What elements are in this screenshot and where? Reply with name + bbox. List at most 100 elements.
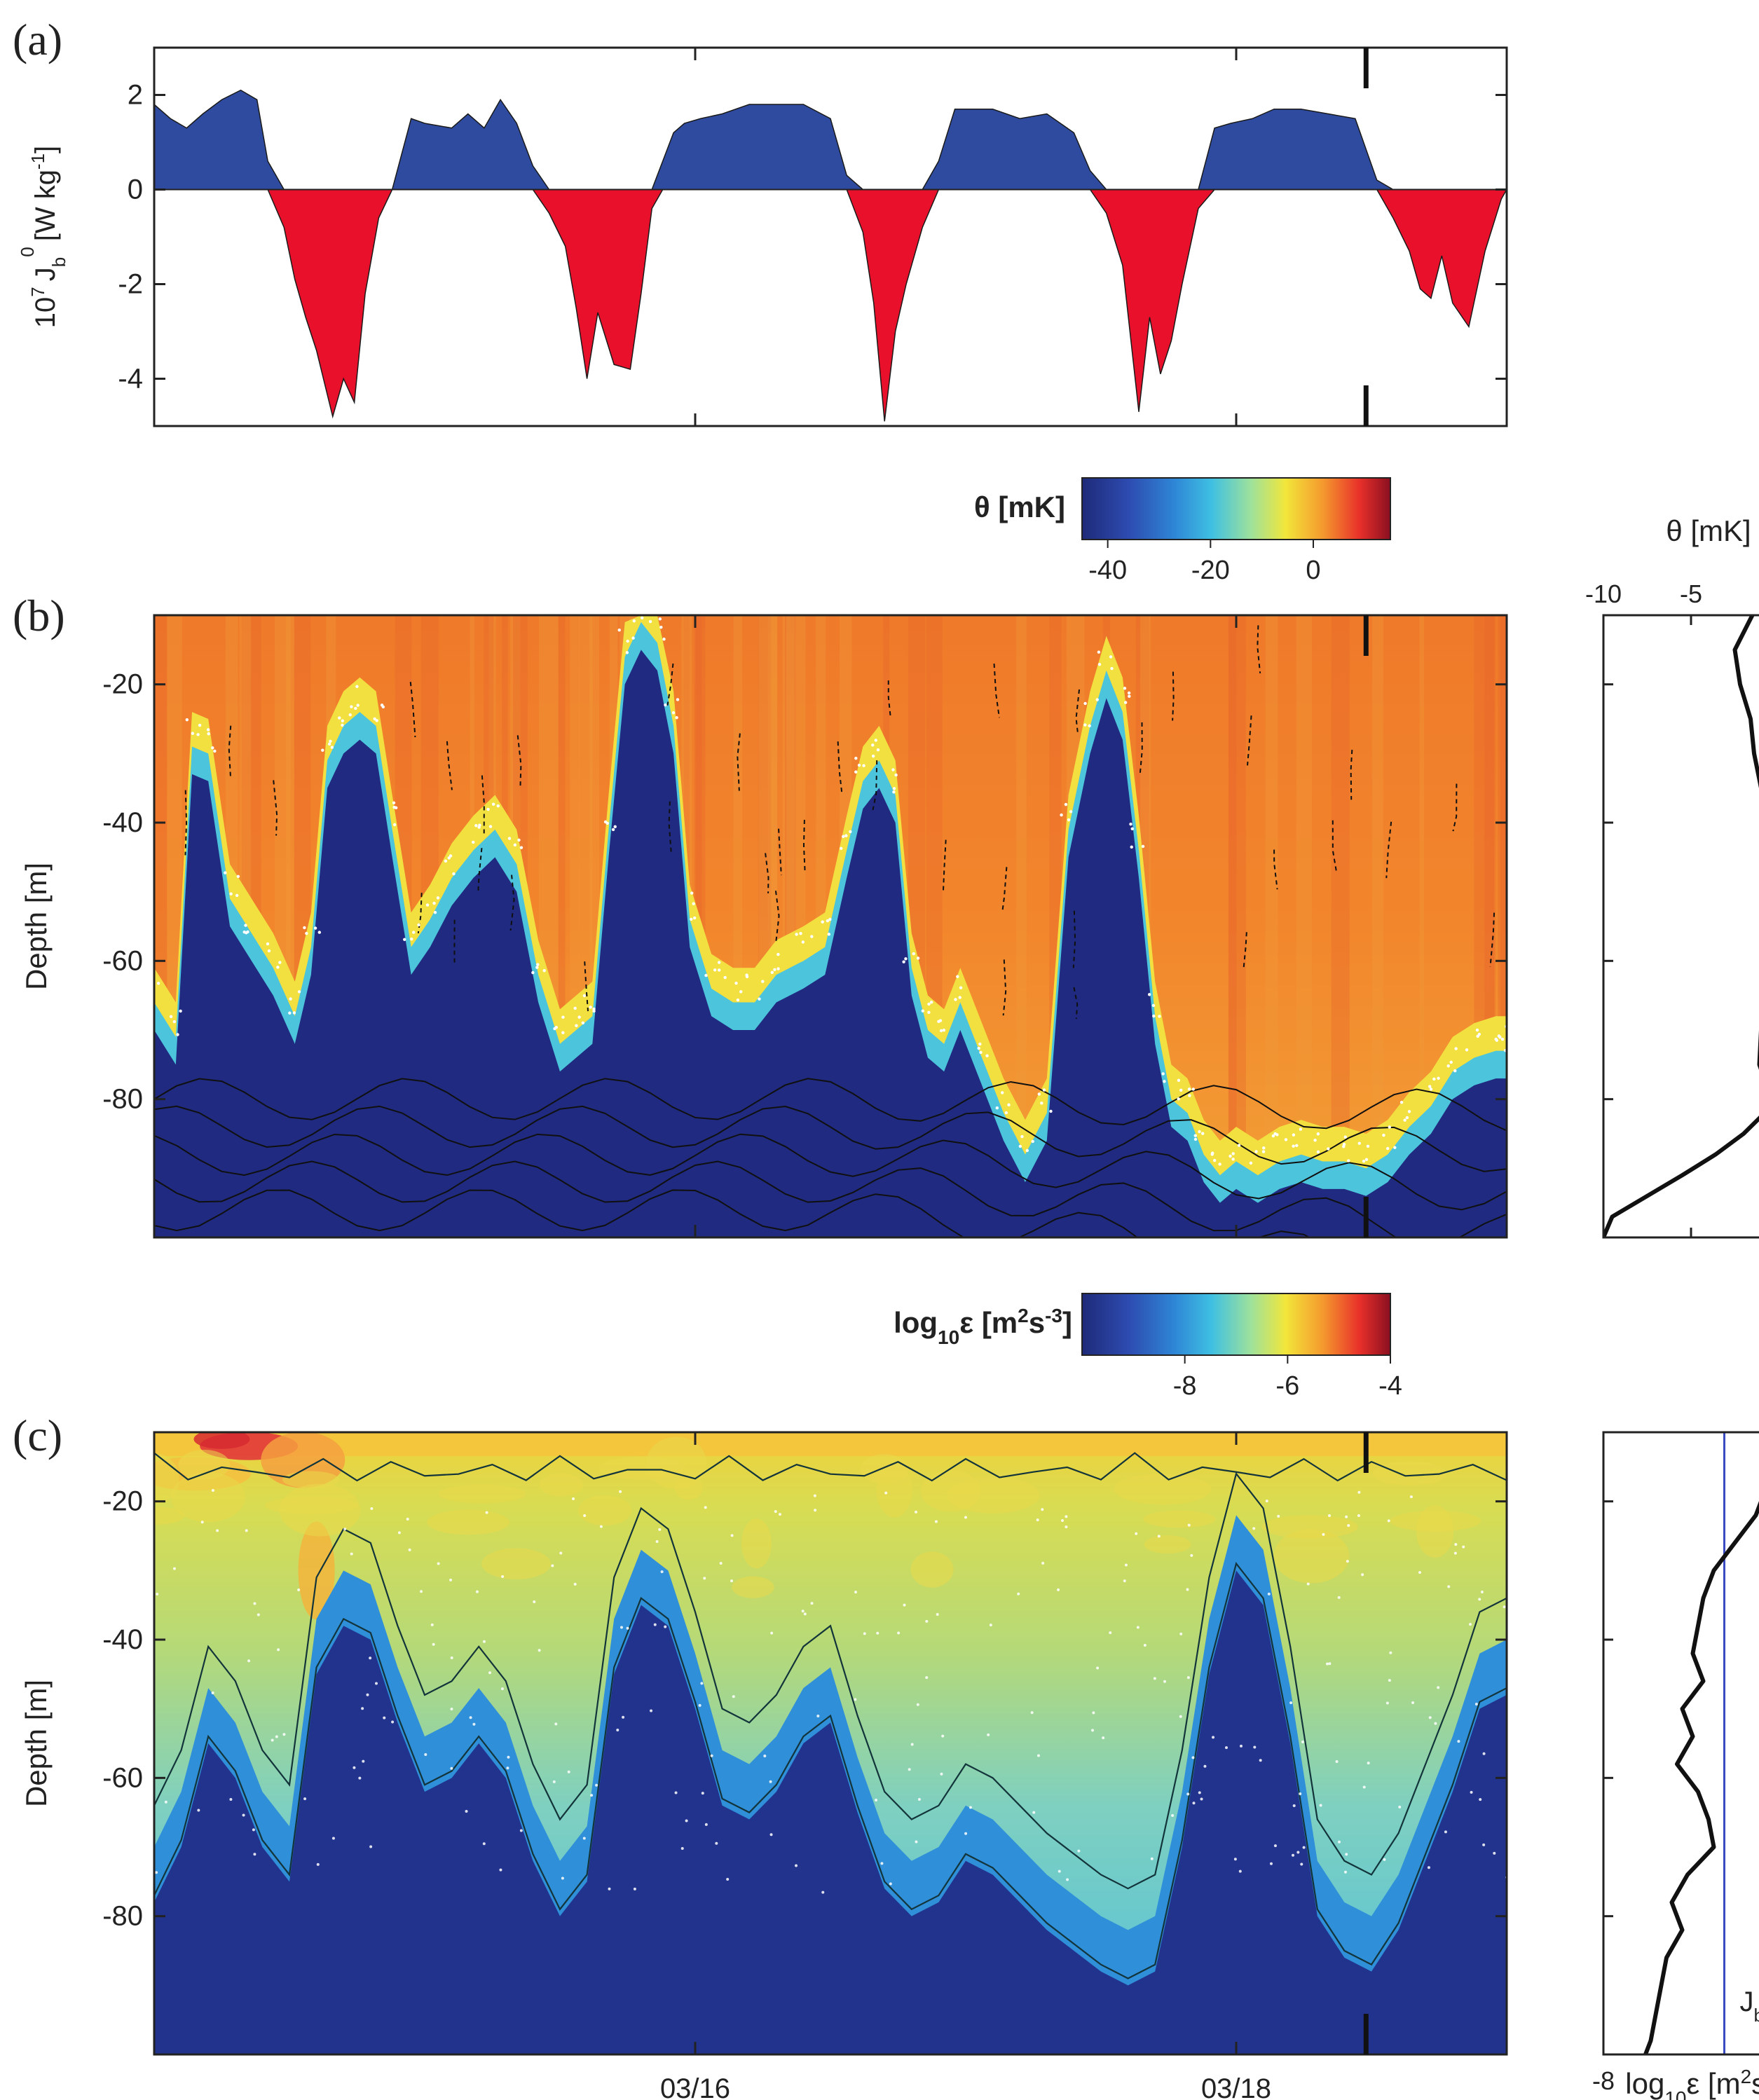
theta-dot — [472, 840, 475, 844]
theta-dot — [1500, 1038, 1505, 1041]
theta-dot — [589, 1006, 592, 1009]
panel-c-label: (c) — [13, 1411, 62, 1460]
theta-dot — [185, 718, 189, 722]
epsilon-dot — [561, 1876, 564, 1880]
epsilon-dot — [700, 1682, 704, 1685]
theta-dot — [196, 733, 200, 736]
theta-dot — [892, 787, 896, 790]
theta-dot — [1188, 1094, 1191, 1097]
theta-dot — [1364, 1158, 1369, 1162]
theta-dot — [1127, 691, 1131, 695]
epsilon-dot — [1041, 1561, 1045, 1565]
epsilon-dot — [275, 1735, 278, 1738]
theta-dot — [211, 746, 214, 750]
epsilon-dot — [501, 1574, 505, 1578]
theta-dot — [1179, 1088, 1183, 1092]
theta-dot — [592, 1007, 596, 1011]
epsilon-dot — [424, 1753, 427, 1757]
theta-dot — [317, 931, 322, 934]
epsilon-profile-panel: Jb0 -8-6 log10ε [m2s-3] — [1592, 1431, 1759, 2100]
theta-dot — [1299, 1127, 1303, 1131]
epsilon-dot — [1444, 1830, 1447, 1834]
epsilon-dot — [1017, 1592, 1020, 1595]
epsilon-dot — [366, 1693, 369, 1696]
theta-small-contour — [1073, 987, 1079, 1020]
epsilon-dot — [1322, 1532, 1325, 1536]
colorbar-tick-label: -6 — [1275, 1371, 1299, 1401]
epsilon-dot — [719, 1561, 723, 1565]
theta-small-contour — [993, 664, 1000, 718]
epsilon-dot — [1224, 1746, 1228, 1750]
epsilon-patch — [732, 1576, 774, 1598]
theta-dot — [1177, 1097, 1180, 1101]
theta-dot — [1403, 1118, 1406, 1122]
theta-dot — [745, 975, 749, 979]
theta-dot — [1316, 1150, 1320, 1154]
theta-dot — [380, 704, 384, 707]
theta-colorbar-ticks: -40 -20 0 — [1088, 540, 1321, 585]
y-tick-label: -80 — [102, 1901, 143, 1932]
epsilon-dot — [200, 1521, 204, 1524]
theta-dot — [531, 970, 535, 975]
epsilon-dot — [1306, 1582, 1310, 1586]
theta-dot — [313, 926, 317, 930]
epsilon-dot — [582, 1837, 586, 1840]
epsilon-dot — [1171, 1813, 1175, 1817]
theta-dot — [341, 719, 344, 722]
theta-dot — [432, 901, 436, 905]
epsilon-contour-line — [154, 1471, 1507, 1890]
epsilon-dot — [506, 1766, 509, 1770]
epsilon-dot — [1493, 1851, 1496, 1855]
epsilon-dot — [331, 1837, 335, 1840]
epsilon-dot — [1361, 1573, 1364, 1577]
theta-small-contour — [417, 893, 423, 934]
epsilon-dot — [730, 1534, 734, 1537]
theta-small-contour — [228, 725, 232, 778]
epsilon-profile-ticks: -8-6 — [1592, 1500, 1615, 2095]
epsilon-dot — [863, 1632, 866, 1635]
theta-dot — [1237, 1144, 1241, 1147]
theta-dot — [517, 838, 521, 842]
theta-dot — [449, 854, 453, 858]
theta-dot — [717, 961, 721, 964]
theta-dot — [713, 968, 717, 972]
epsilon-dot — [854, 1698, 857, 1701]
epsilon-dot — [1135, 1532, 1138, 1535]
epsilon-dot — [989, 1624, 992, 1627]
theta-dot — [1513, 1048, 1516, 1050]
theta-dot — [444, 859, 448, 863]
epsilon-quiet-field — [154, 1570, 1507, 2054]
epsilon-patch — [646, 1436, 707, 1490]
theta-dot — [871, 754, 875, 758]
epsilon-dot — [1066, 1878, 1069, 1881]
epsilon-dot — [1299, 1792, 1302, 1796]
epsilon-dot — [1203, 1764, 1207, 1768]
theta-dot — [916, 956, 920, 960]
epsilon-patch — [674, 1476, 703, 1500]
epsilon-dot — [519, 1829, 523, 1832]
epsilon-dot — [1409, 1495, 1413, 1499]
theta-dot — [959, 986, 963, 989]
theta-colorbar-label: θ [mK] — [974, 490, 1065, 523]
theta-dot — [169, 1015, 173, 1018]
theta-dot — [330, 746, 334, 749]
theta-dot — [146, 975, 149, 977]
theta-small-contour — [1350, 750, 1353, 800]
theta-dot — [676, 698, 680, 701]
y-tick-label: -20 — [102, 669, 143, 700]
theta-dot — [625, 651, 629, 654]
theta-dot — [1292, 1144, 1295, 1148]
theta-dot — [648, 619, 652, 624]
theta-dot — [617, 629, 621, 632]
theta-dot — [206, 728, 210, 732]
theta-dot — [410, 937, 413, 941]
epsilon-dot — [297, 1588, 301, 1591]
theta-dot — [1212, 1158, 1217, 1162]
epsilon-dot — [245, 1529, 248, 1532]
epsilon-dot — [1267, 1592, 1271, 1595]
epsilon-dot — [1296, 1851, 1300, 1854]
epsilon-dot — [432, 1642, 435, 1646]
epsilon-profile-frame — [1602, 1431, 1759, 2056]
colorbar-tick-label: 0 — [1306, 556, 1320, 585]
theta-dot — [235, 893, 239, 898]
